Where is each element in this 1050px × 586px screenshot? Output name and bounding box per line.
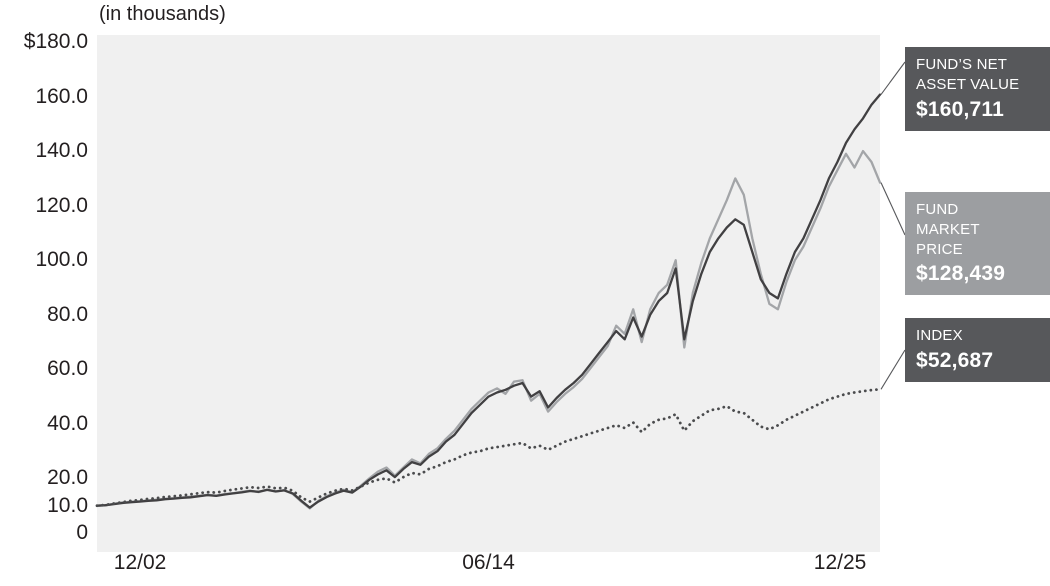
callout-connector	[880, 61, 906, 95]
callout-market-price-amount: $128,439	[916, 262, 1006, 286]
callout-net-asset-value: FUND’S NET ASSET VALUE $160,711	[905, 47, 1050, 131]
callout-index: INDEX $52,687	[905, 318, 1050, 382]
callout-market-price: FUND MARKET PRICE $128,439	[905, 192, 1050, 296]
callout-net-asset-value-label: FUND’S NET ASSET VALUE	[916, 56, 1020, 93]
callout-connector	[880, 349, 906, 390]
callout-connector	[880, 182, 906, 236]
callout-net-asset-value-amount: $160,711	[916, 97, 1005, 121]
nav-line	[95, 93, 882, 509]
callout-market-price-label: FUND MARKET PRICE	[916, 201, 980, 258]
chart-title: (in thousands)	[99, 3, 226, 25]
plot-area	[97, 35, 880, 552]
callout-index-amount: $52,687	[916, 348, 994, 372]
callout-index-label: INDEX	[916, 327, 963, 344]
index-line	[95, 387, 882, 508]
